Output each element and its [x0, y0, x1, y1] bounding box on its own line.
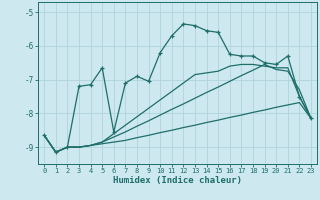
X-axis label: Humidex (Indice chaleur): Humidex (Indice chaleur)	[113, 176, 242, 185]
